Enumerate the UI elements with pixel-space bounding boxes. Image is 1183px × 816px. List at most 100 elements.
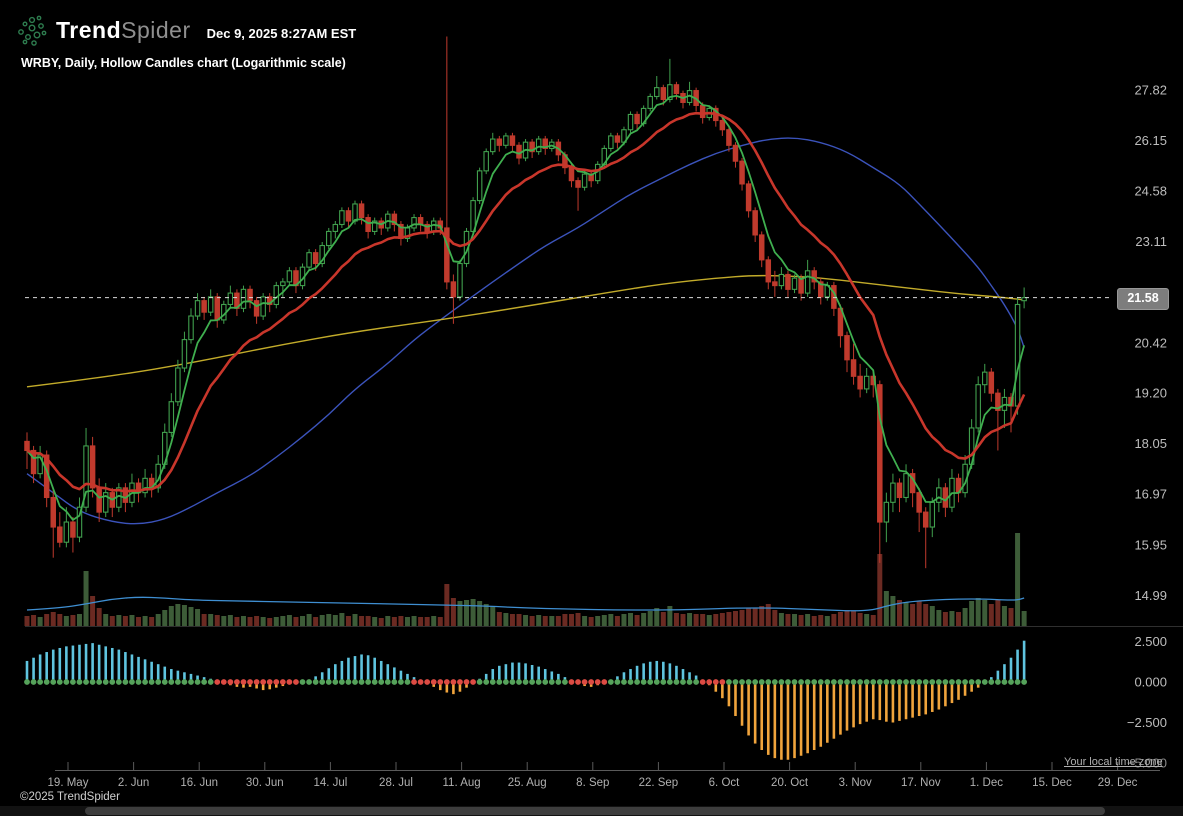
oscillator-dot xyxy=(758,679,765,685)
oscillator-dot xyxy=(516,679,522,685)
oscillator-dot xyxy=(739,679,745,685)
volume-bar xyxy=(523,615,529,626)
candle-body-up xyxy=(76,506,83,538)
candle-body-down xyxy=(772,281,778,287)
green-ema-line-layer xyxy=(26,94,1025,521)
candle-body-down xyxy=(24,440,30,452)
oscillator-dot xyxy=(673,679,680,685)
candle-body-up xyxy=(83,445,89,508)
candle-body-up xyxy=(982,371,988,386)
candle-body-up xyxy=(260,296,266,317)
candle-body-up xyxy=(326,230,332,247)
oscillator-dot xyxy=(332,679,339,685)
oscillator-dot xyxy=(896,679,903,685)
volume-bar xyxy=(300,616,306,626)
volume-bar xyxy=(608,614,614,626)
volume-bar xyxy=(746,608,752,626)
oscillator-dot xyxy=(43,679,50,685)
candle-body-down xyxy=(850,359,857,377)
candle-body-down xyxy=(312,252,319,265)
candle-body-down xyxy=(358,203,365,219)
volume-bar xyxy=(96,608,102,626)
oscillator-dot xyxy=(483,679,490,685)
oscillator-dot xyxy=(89,679,96,685)
volume-bar xyxy=(851,611,857,626)
oscillator-dot xyxy=(384,679,391,685)
horizontal-scrollbar-track[interactable] xyxy=(0,806,1183,816)
volume-bar xyxy=(57,614,63,626)
oscillator-dot xyxy=(621,679,627,685)
volume-bar xyxy=(831,614,837,626)
candle-body-down xyxy=(50,496,56,528)
volume-bar xyxy=(772,610,778,626)
volume-bar xyxy=(431,616,437,626)
oscillator-dot xyxy=(1021,679,1028,685)
candle-body-down xyxy=(57,526,63,543)
candle-body-up xyxy=(332,223,339,232)
axis-label: 16. Jun xyxy=(180,777,218,789)
oscillator-dot xyxy=(693,679,700,685)
oscillator-dot xyxy=(909,679,916,685)
oscillator-dot xyxy=(142,679,148,685)
volume-bar xyxy=(870,615,876,626)
oscillator-dot xyxy=(680,679,686,685)
volume-bar xyxy=(404,617,410,626)
volume-bar xyxy=(726,612,732,626)
candle-body-up xyxy=(306,252,312,268)
volume-bar xyxy=(1015,533,1021,626)
volume-bar xyxy=(995,600,1001,626)
oscillator-dot xyxy=(115,679,122,685)
oscillator-dot xyxy=(627,679,634,685)
candle-body-up xyxy=(483,151,489,172)
oscillator-dot xyxy=(922,679,929,685)
candle-body-down xyxy=(89,445,96,489)
volume-bar xyxy=(562,614,568,626)
volume-bar xyxy=(398,616,404,626)
horizontal-scrollbar-handle[interactable] xyxy=(85,807,1105,815)
axis-label: 30. Jun xyxy=(246,777,284,789)
candle-body-up xyxy=(63,521,70,543)
green-ema-line xyxy=(26,94,1025,521)
axis-label: 3. Nov xyxy=(839,777,872,789)
volume-bar xyxy=(956,612,962,626)
oscillator-dot xyxy=(109,679,116,685)
candle-body-up xyxy=(280,281,286,287)
candle-body-up xyxy=(227,292,234,306)
volume-bar xyxy=(680,614,686,626)
candle-body-up xyxy=(804,270,811,294)
logo-text-bold: Trend xyxy=(56,16,122,43)
volume-bar xyxy=(234,617,240,626)
volume-bar xyxy=(201,614,207,626)
candle-body-down xyxy=(542,138,548,150)
current-price-badge: 21.58 xyxy=(1117,288,1169,310)
candle-body-down xyxy=(673,84,680,95)
candle-body-up xyxy=(778,273,785,287)
oscillator-dot xyxy=(56,679,63,685)
volume-bar xyxy=(614,616,620,626)
candle-body-up xyxy=(37,454,43,475)
oscillator-dot xyxy=(24,679,30,685)
volume-bar xyxy=(24,616,30,626)
volume-bar xyxy=(1021,611,1027,626)
volume-bar xyxy=(575,613,581,626)
volume-bar xyxy=(345,616,351,626)
candle-body-down xyxy=(122,487,129,503)
volume-bar xyxy=(890,596,896,626)
oscillator-dot xyxy=(942,679,949,685)
oscillator-dot xyxy=(443,679,450,685)
volume-bar xyxy=(988,604,994,626)
volume-bar xyxy=(1008,608,1014,626)
volume-bar xyxy=(464,600,470,626)
oscillator-dot xyxy=(581,679,588,685)
oscillator-dot xyxy=(509,679,516,685)
oscillator-dot xyxy=(201,679,208,685)
trendspider-logo[interactable]: TrendSpider xyxy=(56,17,191,44)
oscillator-dot xyxy=(765,679,772,685)
volume-bar xyxy=(588,617,594,626)
volume-bar xyxy=(896,600,902,626)
volume-bar xyxy=(837,612,843,626)
candle-body-up xyxy=(457,262,463,298)
timezone-link[interactable]: Your local time zone xyxy=(1064,756,1163,768)
trendspider-logo-icon[interactable] xyxy=(16,14,48,46)
